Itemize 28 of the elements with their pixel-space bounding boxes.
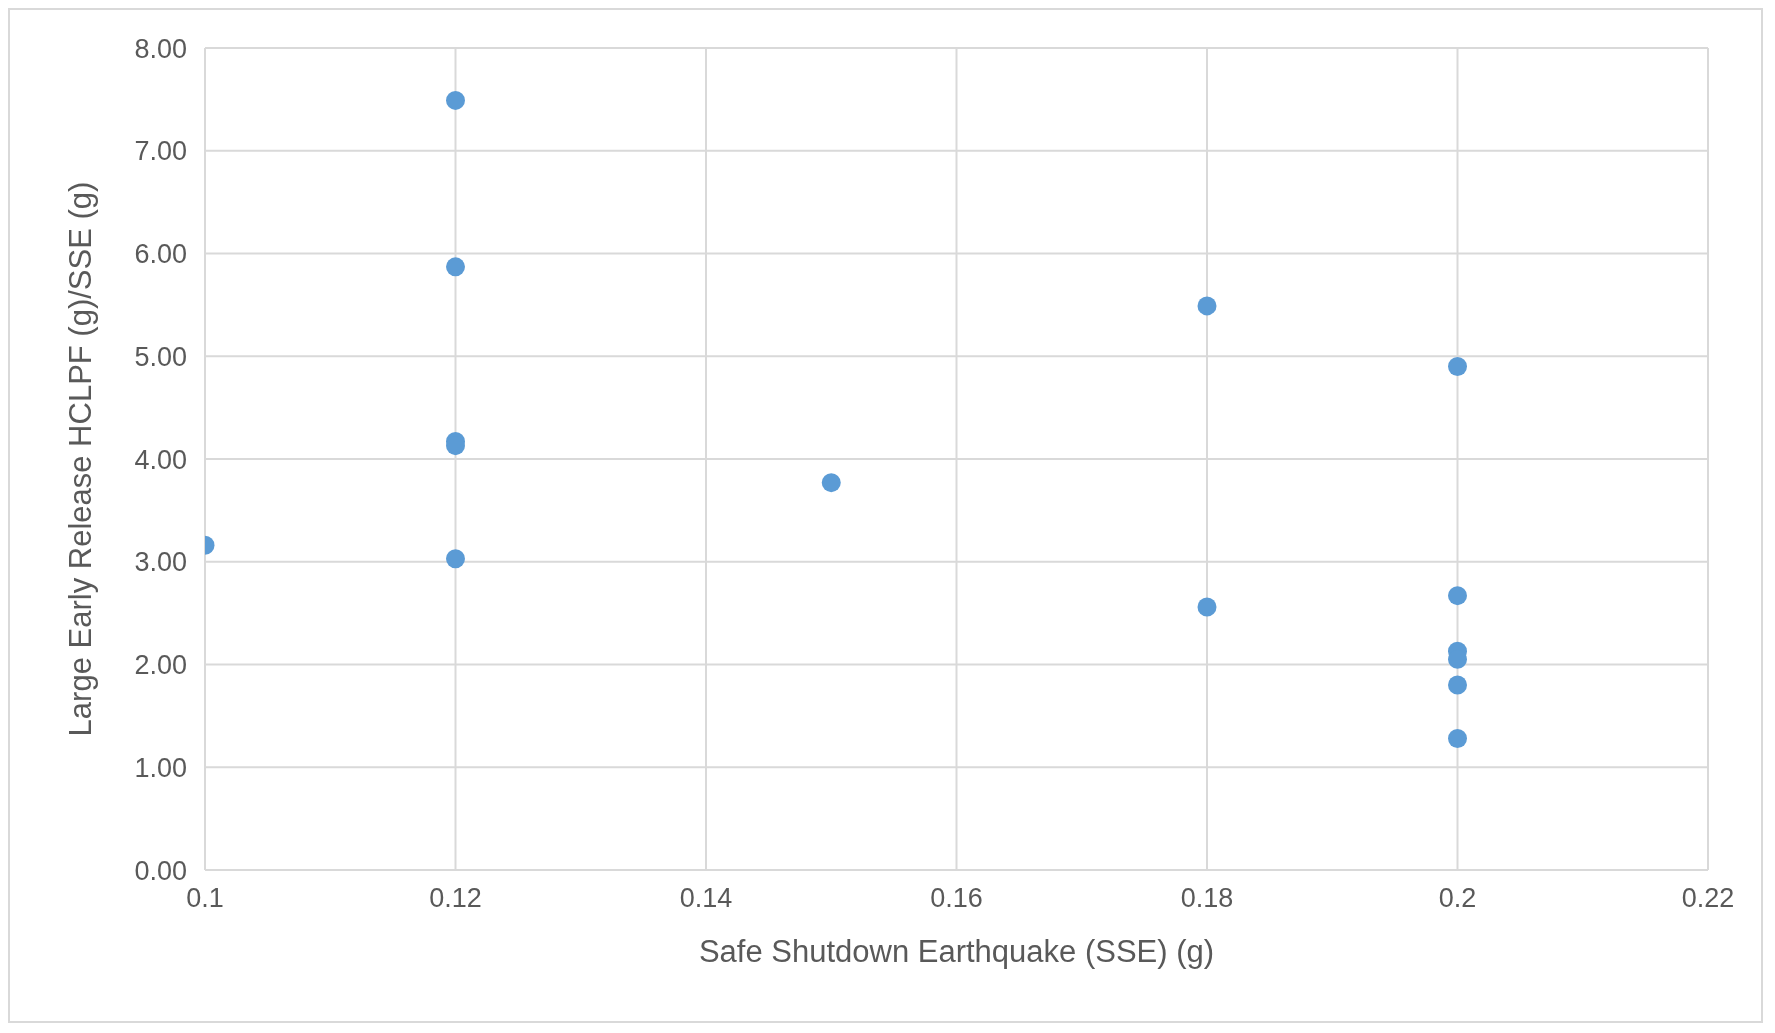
y-axis-title: Large Early Release HCLPF (g)/SSE (g) bbox=[63, 181, 99, 737]
point bbox=[1448, 357, 1467, 377]
point bbox=[446, 257, 465, 277]
point bbox=[446, 549, 465, 569]
point bbox=[446, 90, 465, 110]
y-tick-label: 2.00 bbox=[134, 650, 187, 681]
point bbox=[1197, 296, 1217, 316]
x-tick-label: 0.12 bbox=[429, 883, 482, 914]
y-tick-label: 6.00 bbox=[134, 239, 187, 270]
point bbox=[821, 473, 841, 493]
x-tick-label: 0.18 bbox=[1180, 883, 1234, 914]
x-tick-label: 0.22 bbox=[1681, 883, 1735, 914]
y-tick-label: 7.00 bbox=[134, 136, 187, 167]
point bbox=[1197, 597, 1217, 617]
x-axis-title: Safe Shutdown Earthquake (SSE) (g) bbox=[698, 934, 1215, 969]
x-tick-label: 0.16 bbox=[930, 883, 983, 914]
y-tick-label: 0.00 bbox=[134, 855, 187, 886]
y-tick-label: 4.00 bbox=[134, 444, 187, 475]
point bbox=[1448, 586, 1467, 606]
x-tick-label: 0.1 bbox=[186, 883, 224, 914]
y-tick-label: 3.00 bbox=[134, 547, 187, 578]
point bbox=[1448, 728, 1467, 748]
x-tick-label: 0.2 bbox=[1438, 883, 1477, 914]
y-tick-label: 5.00 bbox=[134, 341, 187, 372]
y-tick-label: 1.00 bbox=[134, 752, 187, 783]
y-tick-label: 8.00 bbox=[134, 33, 187, 64]
point bbox=[1448, 675, 1467, 695]
x-tick-label: 0.14 bbox=[679, 883, 733, 914]
